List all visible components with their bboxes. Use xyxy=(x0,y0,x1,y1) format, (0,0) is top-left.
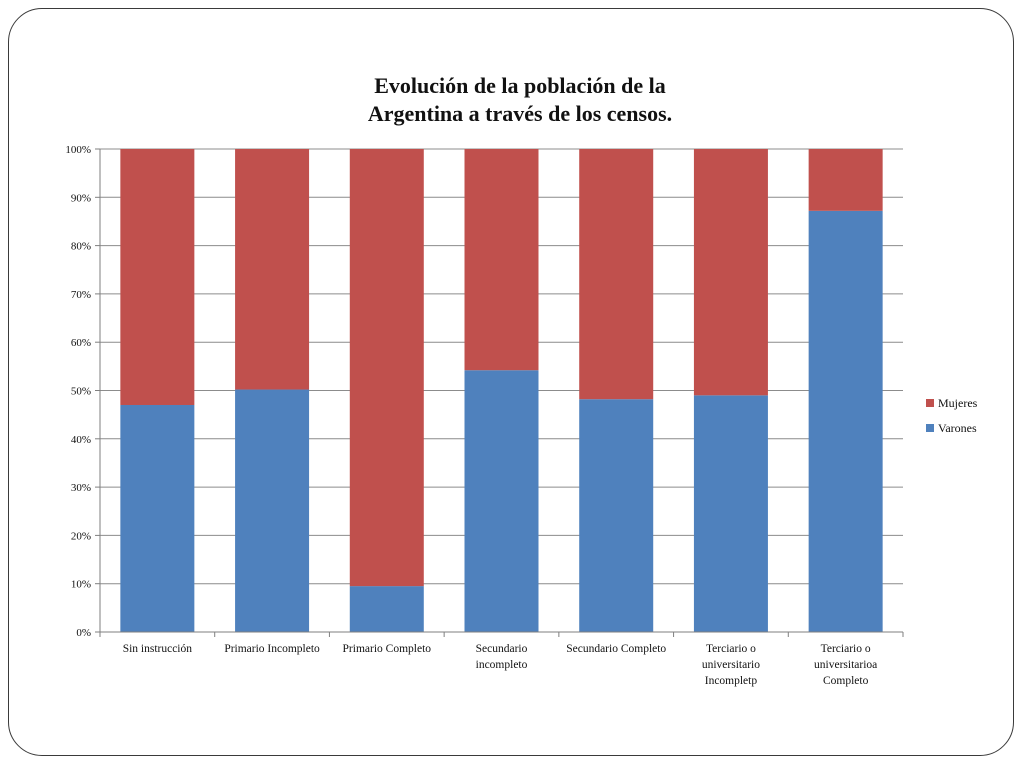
x-tick-label: Primario Completo xyxy=(343,643,432,655)
bar-mujeres xyxy=(808,149,883,211)
y-tick-label: 60% xyxy=(71,337,91,349)
x-tick-label-line: universitario xyxy=(702,659,760,671)
bar-mujeres xyxy=(235,149,310,390)
x-tick-label: Primario Incompleto xyxy=(224,643,320,655)
y-tick-label: 90% xyxy=(71,192,91,204)
bar-varones xyxy=(349,586,424,632)
y-tick-label: 30% xyxy=(71,482,91,494)
x-tick-label: Secundario incompleto xyxy=(476,643,528,671)
bar-mujeres xyxy=(349,149,424,587)
chart-legend: Mujeres Varones xyxy=(926,396,977,446)
legend-label-varones: Varones xyxy=(938,420,977,435)
y-tick-label: 80% xyxy=(71,241,91,253)
bar-mujeres xyxy=(120,149,195,405)
x-tick-label-line: Terciario o xyxy=(706,643,756,655)
bar-varones xyxy=(693,395,768,632)
y-tick-label: 20% xyxy=(71,530,91,542)
legend-swatch-mujeres xyxy=(926,399,934,407)
legend-item-mujeres: Mujeres xyxy=(926,396,977,410)
x-tick-label-line: Primario Incompleto xyxy=(224,643,320,655)
x-tick-label: Sin instrucción xyxy=(123,643,193,655)
y-tick-label: 50% xyxy=(71,386,91,398)
legend-item-varones: Varones xyxy=(926,421,977,435)
x-tick-label-line: Primario Completo xyxy=(343,643,432,655)
chart-title: Evolución de la población de la Argentin… xyxy=(300,72,740,128)
x-tick-label-line: Terciario o xyxy=(821,643,871,655)
x-tick-label-line: Incompletp xyxy=(705,675,758,687)
y-tick-label: 70% xyxy=(71,289,91,301)
x-tick-label-line: universitarioa xyxy=(814,659,877,671)
x-tick-label-line: Completo xyxy=(823,675,869,687)
y-tick-label: 0% xyxy=(76,627,91,639)
bar-varones xyxy=(235,389,310,632)
chart-title-line-1: Evolución de la población de la xyxy=(374,73,666,98)
x-tick-label-line: incompleto xyxy=(476,659,528,671)
x-tick-label-line: Secundario xyxy=(476,643,528,655)
x-tick-label: Terciario o universitarioa Completo xyxy=(814,643,877,687)
bar-mujeres xyxy=(464,149,539,371)
bar-varones xyxy=(808,210,883,632)
y-tick-label: 40% xyxy=(71,434,91,446)
bar-mujeres xyxy=(579,149,654,400)
x-tick-label-line: Sin instrucción xyxy=(123,643,193,655)
bar-varones xyxy=(120,404,195,632)
x-tick-label-line: Secundario Completo xyxy=(566,643,666,655)
x-tick-label: Terciario o universitario Incompletp xyxy=(702,643,760,687)
x-tick-label: Secundario Completo xyxy=(566,643,666,655)
y-tick-label: 100% xyxy=(65,144,91,156)
chart-title-line-2: Argentina a través de los censos. xyxy=(367,101,673,126)
bar-mujeres xyxy=(693,149,768,396)
bar-varones xyxy=(464,370,539,632)
legend-label-mujeres: Mujeres xyxy=(938,395,978,410)
legend-swatch-varones xyxy=(926,424,934,432)
bar-varones xyxy=(579,399,654,632)
y-tick-label: 10% xyxy=(71,579,91,591)
